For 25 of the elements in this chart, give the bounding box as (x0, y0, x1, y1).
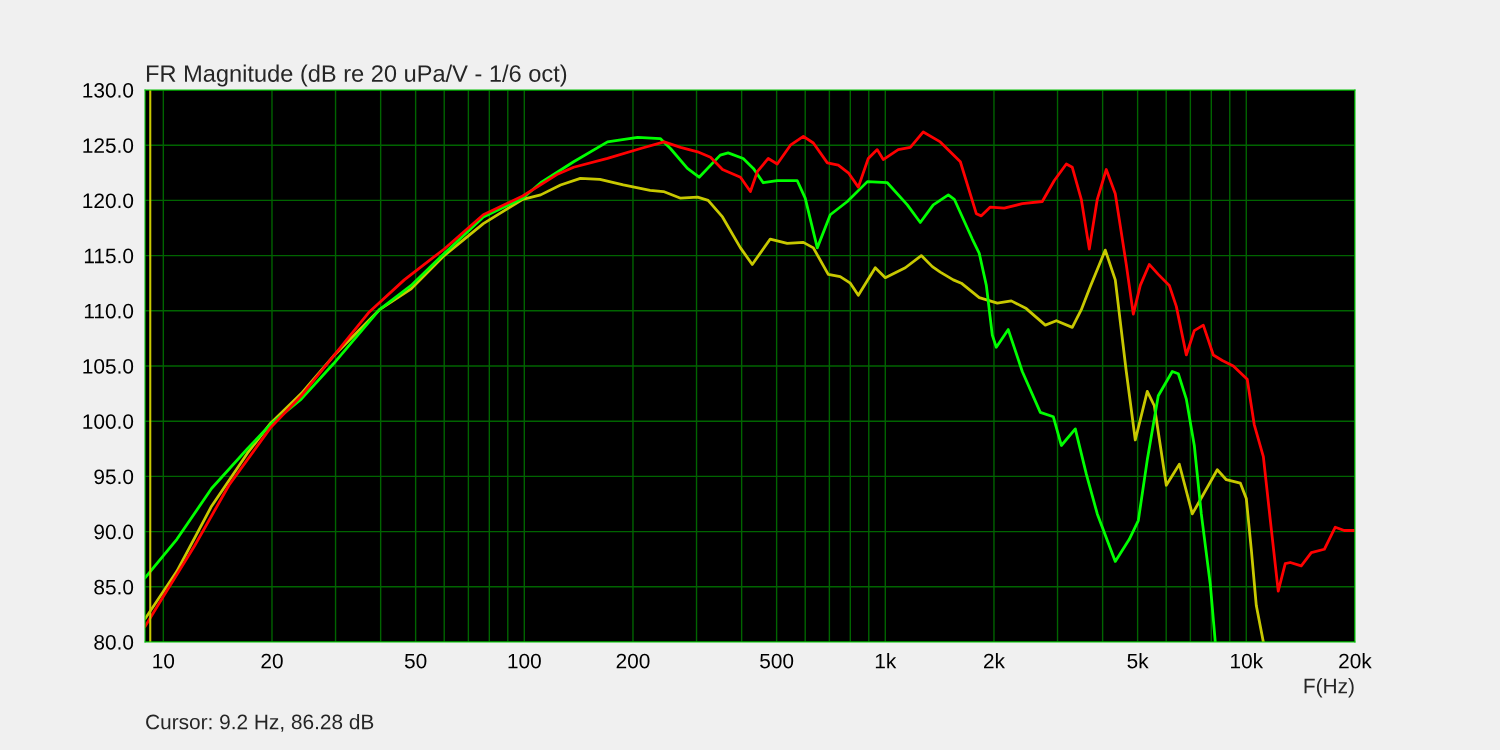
x-tick-label: 20 (261, 653, 283, 669)
y-tick-label: 120.0 (83, 193, 134, 209)
y-tick-label: 115.0 (84, 248, 134, 264)
y-tick-label: 105.0 (83, 359, 134, 374)
x-tick-label: 1k (875, 653, 897, 669)
x-tick-label: 5k (1127, 653, 1149, 669)
x-tick-label: 10k (1231, 653, 1264, 669)
x-tick-label: 200 (616, 653, 650, 669)
text: Cursor: 9.2 Hz, 86.28 dB (146, 714, 374, 732)
y-tick-label: 130.0 (83, 83, 134, 98)
y-tick-label: 125.0 (83, 138, 134, 153)
y-tick-label: 95.0 (94, 469, 134, 485)
x-tick-label: 2k (984, 653, 1005, 669)
x-tick-label: 10 (153, 653, 175, 669)
x-tick-label: 20k (1339, 653, 1372, 669)
x-tick-label: 100 (508, 653, 541, 669)
chart-title: FR Magnitude (dB re 20 uPa/V - 1/6 oct) (146, 64, 567, 87)
y-tick-label: 90.0 (94, 524, 134, 540)
x-tick-label: 50 (404, 653, 427, 669)
x-tick-label: 500 (760, 653, 794, 669)
y-tick-label: 110.0 (84, 303, 134, 319)
y-tick-label: 80.0 (94, 635, 134, 650)
x-axis-title: F(Hz) (1304, 678, 1354, 698)
y-tick-label: 85.0 (94, 579, 134, 595)
y-tick-label: 100.0 (83, 414, 134, 429)
